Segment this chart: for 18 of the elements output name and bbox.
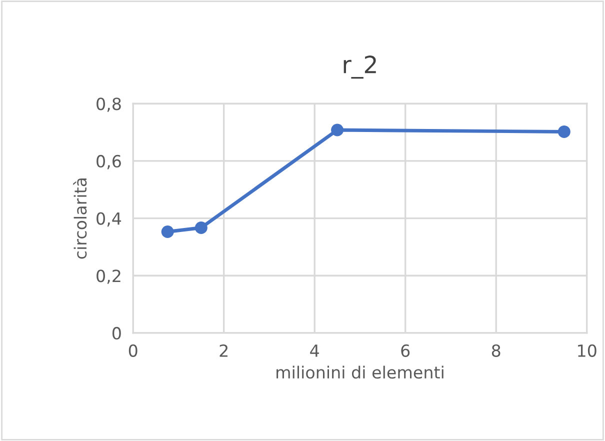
x-tick-label: 10 — [578, 344, 596, 357]
y-tick-label: 0,8 — [96, 98, 121, 112]
x-tick-label: 2 — [220, 344, 228, 357]
y-tick-label: 0,6 — [96, 154, 121, 170]
x-tick-label: 0 — [128, 344, 138, 357]
y-tick-label: 0 — [112, 326, 121, 340]
x-tick-label: 6 — [401, 344, 410, 357]
point — [161, 226, 174, 238]
y-axis-title: circolarità — [73, 178, 87, 259]
x-tick-label: 8 — [492, 344, 500, 357]
y-tick-label: 0,4 — [96, 212, 122, 227]
x-tick-label: 4 — [310, 344, 319, 357]
x-axis-title: milionini di elementi — [276, 366, 444, 379]
chart-title: r_2 — [344, 56, 376, 79]
point — [331, 124, 344, 136]
point — [558, 125, 570, 138]
y-tick-label: 0,2 — [96, 270, 120, 284]
point — [194, 222, 208, 234]
